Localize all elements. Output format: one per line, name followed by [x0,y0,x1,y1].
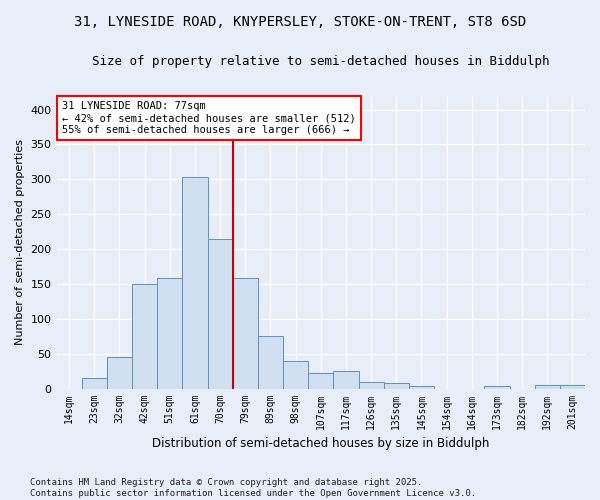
Bar [535,385,560,388]
Bar [484,386,509,388]
Y-axis label: Number of semi-detached properties: Number of semi-detached properties [15,139,25,345]
Bar [409,386,434,388]
Bar [283,360,308,388]
Bar [560,385,585,388]
Bar [359,382,383,388]
Bar [383,383,409,388]
Text: Contains HM Land Registry data © Crown copyright and database right 2025.
Contai: Contains HM Land Registry data © Crown c… [30,478,476,498]
Text: 31 LYNESIDE ROAD: 77sqm
← 42% of semi-detached houses are smaller (512)
55% of s: 31 LYNESIDE ROAD: 77sqm ← 42% of semi-de… [62,102,356,134]
Text: 31, LYNESIDE ROAD, KNYPERSLEY, STOKE-ON-TRENT, ST8 6SD: 31, LYNESIDE ROAD, KNYPERSLEY, STOKE-ON-… [74,15,526,29]
Bar [157,278,182,388]
Bar [82,378,107,388]
Bar [334,371,359,388]
Bar [258,336,283,388]
Bar [233,278,258,388]
Bar [208,238,233,388]
Bar [182,177,208,388]
Title: Size of property relative to semi-detached houses in Biddulph: Size of property relative to semi-detach… [92,55,550,68]
Bar [308,372,334,388]
Bar [132,284,157,389]
X-axis label: Distribution of semi-detached houses by size in Biddulph: Distribution of semi-detached houses by … [152,437,490,450]
Bar [107,357,132,388]
